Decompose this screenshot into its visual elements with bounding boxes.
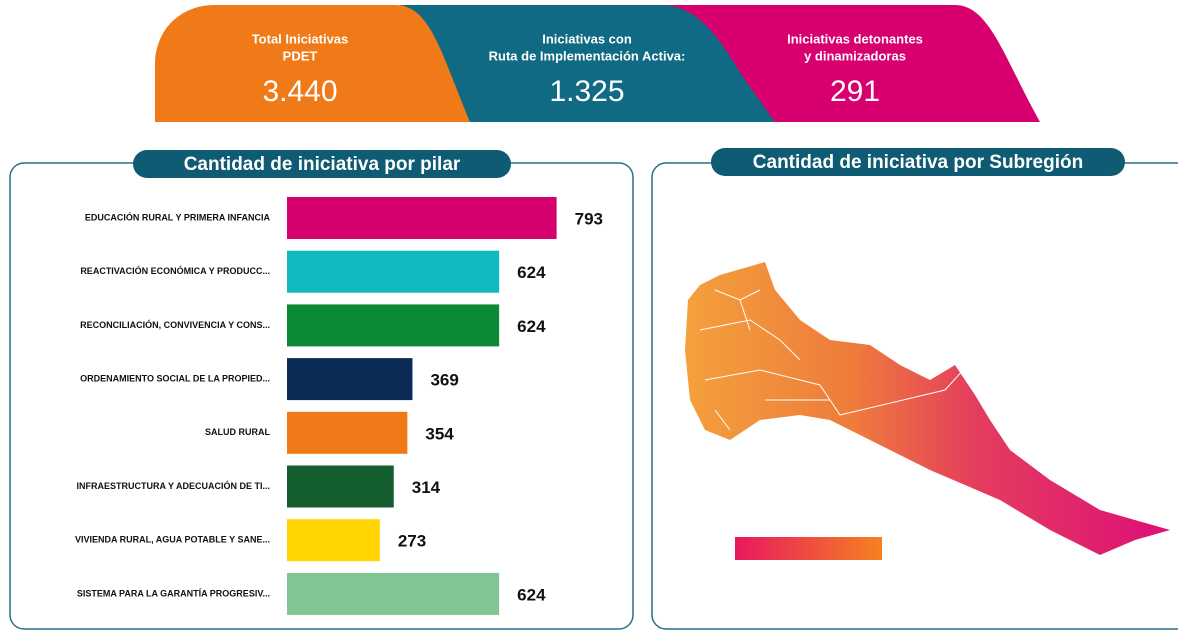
card-bg <box>155 5 470 122</box>
map-title: Cantidad de iniciativa por Subregión <box>753 152 1083 173</box>
category-label: SALUD RURAL <box>205 427 270 437</box>
card-title: PDET <box>283 48 318 63</box>
value-label: 793 <box>575 209 603 228</box>
card-value: 291 <box>830 75 880 108</box>
card-value: 3.440 <box>262 75 337 108</box>
category-label: EDUCACIÓN RURAL Y PRIMERA INFANCIA <box>85 211 271 222</box>
card-title: Iniciativas detonantes <box>787 31 923 46</box>
bar <box>287 250 500 293</box>
card-title: y dinamizadoras <box>804 48 906 63</box>
value-label: 314 <box>412 478 441 497</box>
value-label: 273 <box>398 532 426 551</box>
bar <box>287 519 380 562</box>
bar <box>287 358 413 401</box>
category-label: ORDENAMIENTO SOCIAL DE LA PROPIED... <box>80 373 270 383</box>
bar <box>287 465 394 508</box>
bar <box>287 411 408 454</box>
card-value: 1.325 <box>549 75 624 108</box>
map-border <box>699 289 966 431</box>
card-title: Total Iniciativas <box>252 31 349 46</box>
title-pill <box>711 148 1125 176</box>
value-label: 354 <box>425 424 454 443</box>
chart-title: Cantidad de iniciativa por pilar <box>184 154 461 175</box>
card-title: Ruta de Implementación Activa: <box>489 48 686 63</box>
map-region <box>685 262 1170 555</box>
category-label: INFRAESTRUCTURA Y ADECUACIÓN DE TI... <box>76 480 270 491</box>
value-label: 369 <box>430 371 458 390</box>
map <box>685 262 1170 555</box>
value-label: 624 <box>517 585 546 604</box>
category-label: RECONCILIACIÓN, CONVIVENCIA Y CONS... <box>80 319 270 330</box>
value-label: 624 <box>517 263 546 282</box>
title-pill <box>133 150 511 178</box>
map-legend <box>735 537 882 560</box>
category-label: SISTEMA PARA LA GARANTÍA PROGRESIV... <box>77 588 270 598</box>
card-title: Iniciativas con <box>542 31 632 46</box>
bar <box>287 572 500 615</box>
card-bg <box>400 5 775 122</box>
bar <box>287 304 500 347</box>
value-label: 624 <box>517 317 546 336</box>
category-label: VIVIENDA RURAL, AGUA POTABLE Y SANE... <box>75 535 270 545</box>
bar <box>287 197 557 239</box>
category-label: REACTIVACIÓN ECONÓMICA Y PRODUCC... <box>80 265 270 276</box>
